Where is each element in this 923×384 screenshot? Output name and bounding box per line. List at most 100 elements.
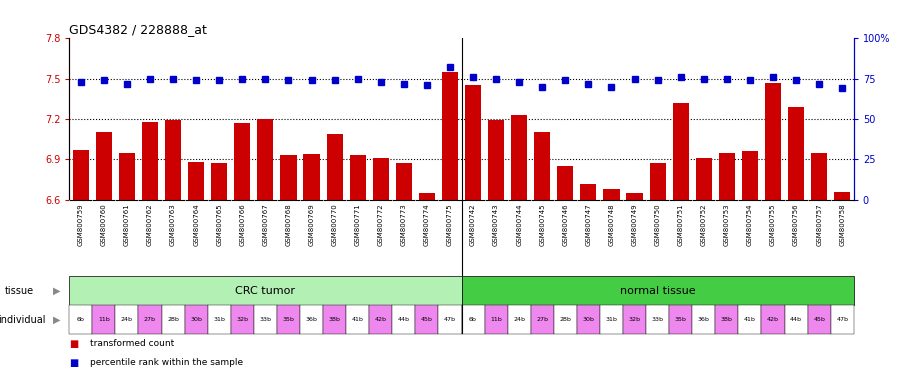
Text: GSM800758: GSM800758 [839,204,845,246]
Text: 30b: 30b [190,317,202,322]
Text: GSM800774: GSM800774 [424,204,430,246]
Bar [485,305,508,334]
Bar [69,276,462,305]
Bar [69,305,92,334]
Text: 44b: 44b [398,317,410,322]
Bar [761,305,785,334]
Text: 36b: 36b [306,317,318,322]
Text: 31b: 31b [213,317,225,322]
Bar [369,305,392,334]
Bar [119,152,135,200]
Text: 35b: 35b [675,317,687,322]
Bar [488,120,504,200]
Bar [442,72,458,200]
Bar [765,83,781,200]
Text: 33b: 33b [652,317,664,322]
Text: GSM800755: GSM800755 [770,204,776,246]
Text: GSM800765: GSM800765 [216,204,222,246]
Bar [650,163,665,200]
Bar [92,305,115,334]
Bar [415,305,438,334]
Bar [534,132,550,200]
Bar [811,152,827,200]
Text: GSM800768: GSM800768 [285,204,292,246]
Bar [785,305,808,334]
Text: transformed count: transformed count [90,339,174,348]
Text: 27b: 27b [536,317,548,322]
Text: GSM800773: GSM800773 [401,204,407,246]
Text: 11b: 11b [490,317,502,322]
Text: 6b: 6b [469,317,477,322]
Text: GSM800770: GSM800770 [331,204,338,246]
Text: 24b: 24b [121,317,133,322]
Bar [115,305,138,334]
Text: GSM800771: GSM800771 [354,204,361,246]
Text: 35b: 35b [282,317,294,322]
Bar [696,158,712,200]
Bar [254,305,277,334]
Bar [231,305,254,334]
Text: 28b: 28b [559,317,571,322]
Text: CRC tumor: CRC tumor [235,286,295,296]
Text: GSM800744: GSM800744 [516,204,522,246]
Text: GSM800742: GSM800742 [470,204,476,246]
Bar [742,151,758,200]
Text: GSM800764: GSM800764 [193,204,199,246]
Text: GSM800769: GSM800769 [308,204,315,246]
Text: GSM800756: GSM800756 [793,204,799,246]
Text: 6b: 6b [77,317,85,322]
Text: GSM800762: GSM800762 [147,204,153,246]
Text: GSM800746: GSM800746 [562,204,569,246]
Bar [234,123,250,200]
Bar [692,305,715,334]
Text: GSM800749: GSM800749 [631,204,638,246]
Text: GSM800766: GSM800766 [239,204,246,246]
Bar [258,119,273,200]
Bar [511,115,527,200]
Bar [96,132,112,200]
Text: 11b: 11b [98,317,110,322]
Text: 24b: 24b [513,317,525,322]
Bar [627,193,642,200]
Bar [373,158,389,200]
Text: 41b: 41b [744,317,756,322]
Bar [323,305,346,334]
Text: tissue: tissue [5,286,34,296]
Text: 47b: 47b [444,317,456,322]
Bar [208,305,231,334]
Bar [392,305,415,334]
Text: 31b: 31b [605,317,617,322]
Text: ▶: ▶ [53,286,60,296]
Bar [188,162,204,200]
Text: 27b: 27b [144,317,156,322]
Text: 28b: 28b [167,317,179,322]
Text: ■: ■ [69,358,78,368]
Bar [673,103,689,200]
Bar [462,276,854,305]
Bar [646,305,669,334]
Text: GSM800759: GSM800759 [78,204,84,246]
Text: GSM800761: GSM800761 [124,204,130,246]
Text: individual: individual [0,314,45,325]
Bar [581,184,596,200]
Text: ▶: ▶ [53,314,60,325]
Text: GSM800750: GSM800750 [654,204,661,246]
Bar [438,305,462,334]
Text: 45b: 45b [813,317,825,322]
Text: 32b: 32b [236,317,248,322]
Text: GSM800767: GSM800767 [262,204,269,246]
Bar [508,305,531,334]
Text: GSM800751: GSM800751 [677,204,684,246]
Bar [211,163,227,200]
Text: 44b: 44b [790,317,802,322]
Bar [834,192,850,200]
Bar [300,305,323,334]
Text: GSM800775: GSM800775 [447,204,453,246]
Bar [162,305,185,334]
Text: GDS4382 / 228888_at: GDS4382 / 228888_at [69,23,207,36]
Bar [715,305,738,334]
Text: 41b: 41b [352,317,364,322]
Bar [73,150,89,200]
Text: GSM800753: GSM800753 [724,204,730,246]
Bar [577,305,600,334]
